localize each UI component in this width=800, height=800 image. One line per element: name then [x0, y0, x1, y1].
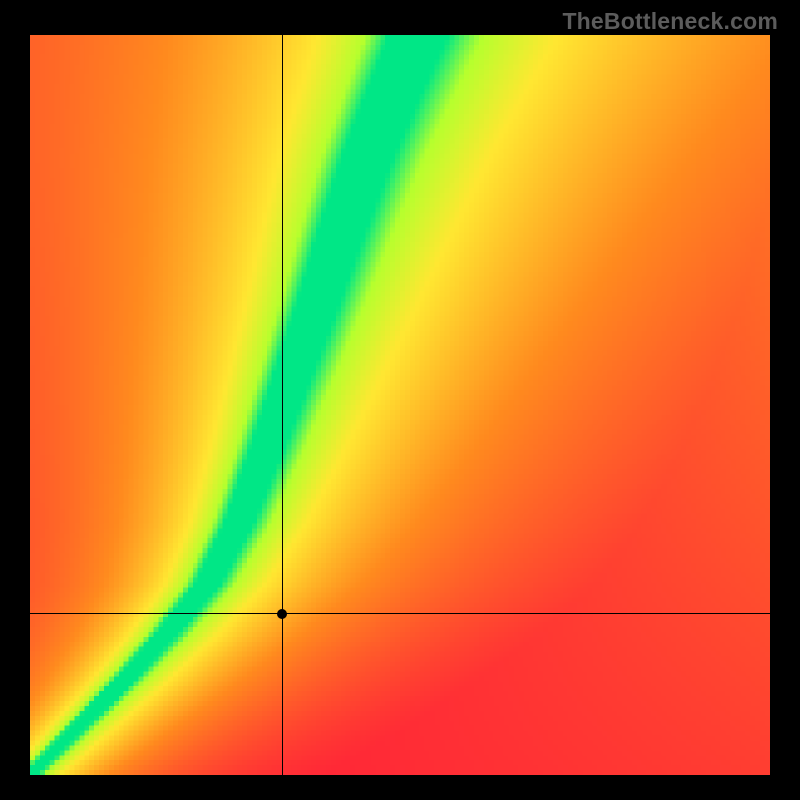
crosshair-vertical: [282, 35, 283, 775]
heatmap-canvas: [30, 35, 770, 775]
crosshair-horizontal: [30, 613, 770, 614]
crosshair-marker: [277, 609, 287, 619]
watermark-text: TheBottleneck.com: [562, 8, 778, 35]
